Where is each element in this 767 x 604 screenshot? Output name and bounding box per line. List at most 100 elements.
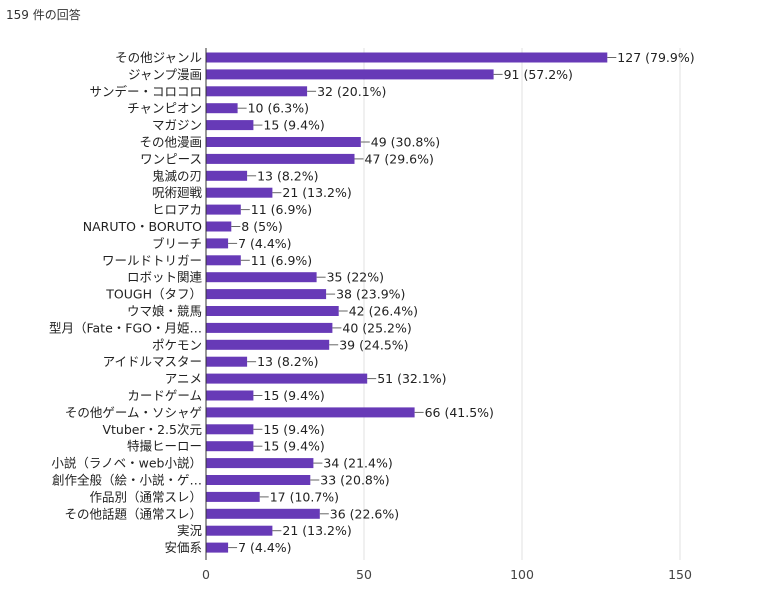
bar [206,255,241,266]
bar [206,491,260,502]
bar [206,322,333,333]
bar [206,525,273,536]
bar [206,424,254,435]
category-label: 安価系 [164,540,202,555]
category-label: その他ゲーム・ソシャゲ [65,405,202,420]
bar [206,339,330,350]
bar [206,221,232,232]
x-tick-label: 0 [202,567,210,582]
value-label: 15 (9.4%) [263,388,324,403]
bar [206,289,327,300]
category-label: NARUTO・BORUTO [83,219,202,234]
category-label: その他ジャンル [115,50,202,65]
category-label: Vtuber・2.5次元 [102,422,202,437]
bar [206,69,494,80]
category-label: ヒロアカ [152,202,202,217]
bar [206,272,317,283]
category-labels: その他ジャンルジャンプ漫画サンデー・コロコロチャンピオンマガジンその他漫画ワンピ… [49,50,203,555]
value-label: 13 (8.2%) [257,354,318,369]
category-label: ウマ娘・競馬 [127,304,202,319]
value-label: 91 (57.2%) [504,67,573,82]
value-label: 40 (25.2%) [342,320,411,335]
category-label: サンデー・コロコロ [89,84,202,99]
value-label: 15 (9.4%) [263,118,324,133]
bar [206,306,339,316]
category-label: TOUGH（タフ） [105,287,202,302]
value-label: 51 (32.1%) [377,371,446,386]
bar [206,508,320,519]
bar [206,407,415,418]
value-label: 33 (20.8%) [320,473,389,488]
value-label: 11 (6.9%) [251,202,312,217]
x-tick-label: 50 [356,567,372,582]
bar [206,373,368,384]
value-label: 39 (24.5%) [339,337,408,352]
category-label: アイドルマスター [103,354,202,369]
category-label: 創作全般（絵・小説・ゲ… [52,473,202,488]
category-label: 特撮ヒーロー [127,439,202,454]
bar [206,390,254,401]
category-label: 小説（ラノベ・web小説） [51,456,202,471]
value-label: 32 (20.1%) [317,84,386,99]
category-label: ワンピース [140,151,202,166]
category-label: ポケモン [152,337,202,352]
bar [206,103,238,114]
value-label: 13 (8.2%) [257,168,318,183]
bar [206,170,248,181]
category-label: チャンピオン [127,101,202,116]
category-label: マガジン [152,118,202,133]
value-label: 34 (21.4%) [323,456,392,471]
bar [206,204,241,215]
grid-lines [363,48,681,560]
bar [206,137,361,147]
bar [206,458,314,469]
value-labels: 127 (79.9%) 91 (57.2%) 32 (20.1%) 10 (6.3%)… [238,50,694,555]
bar [206,475,311,485]
category-label: カードゲーム [127,388,202,403]
value-label: 21 (13.2%) [282,523,351,538]
value-label: 8 (5%) [241,219,283,234]
value-label: 49 (30.8%) [371,135,440,150]
value-label: 17 (10.7%) [270,489,339,504]
value-label: 21 (13.2%) [282,185,351,200]
category-label: 型月（Fate・FGO・月姫… [49,320,202,335]
bar [206,542,229,553]
category-label: アニメ [165,371,202,386]
bar [206,187,273,198]
response-count: 159 件の回答 [6,8,81,22]
value-label: 42 (26.4%) [349,304,418,319]
bar [206,356,248,367]
value-label: 15 (9.4%) [263,439,324,454]
category-label: その他漫画 [139,135,202,150]
value-label: 7 (4.4%) [238,236,291,251]
category-label: その他話題（通常スレ） [64,506,202,521]
category-label: 呪術廻戦 [152,185,203,200]
x-tick-label: 150 [668,567,692,582]
bar [206,238,229,249]
value-label: 11 (6.9%) [251,253,312,268]
value-label: 38 (23.9%) [336,287,405,302]
value-label: 35 (22%) [327,270,384,285]
category-label: ブリーチ [152,236,202,251]
category-label: ワールドトリガー [102,253,202,268]
value-label: 15 (9.4%) [263,422,324,437]
bar [206,86,308,97]
value-label: 47 (29.6%) [365,151,434,166]
bar [206,52,608,63]
value-label: 66 (41.5%) [425,405,494,420]
bars [205,48,617,560]
category-label: ロボット関連 [127,270,203,285]
category-label: 鬼滅の刃 [152,168,202,183]
x-axis-ticks: 0 50 100 150 [202,567,692,582]
value-label: 7 (4.4%) [238,540,291,555]
x-tick-label: 100 [510,567,534,582]
value-label: 36 (22.6%) [330,506,399,521]
value-label: 10 (6.3%) [248,101,309,116]
value-label: 127 (79.9%) [617,50,694,65]
category-label: 実況 [177,523,203,538]
category-label: 作品別（通常スレ） [89,489,202,504]
bar [206,120,254,131]
bar [206,153,355,164]
bar [206,441,254,452]
